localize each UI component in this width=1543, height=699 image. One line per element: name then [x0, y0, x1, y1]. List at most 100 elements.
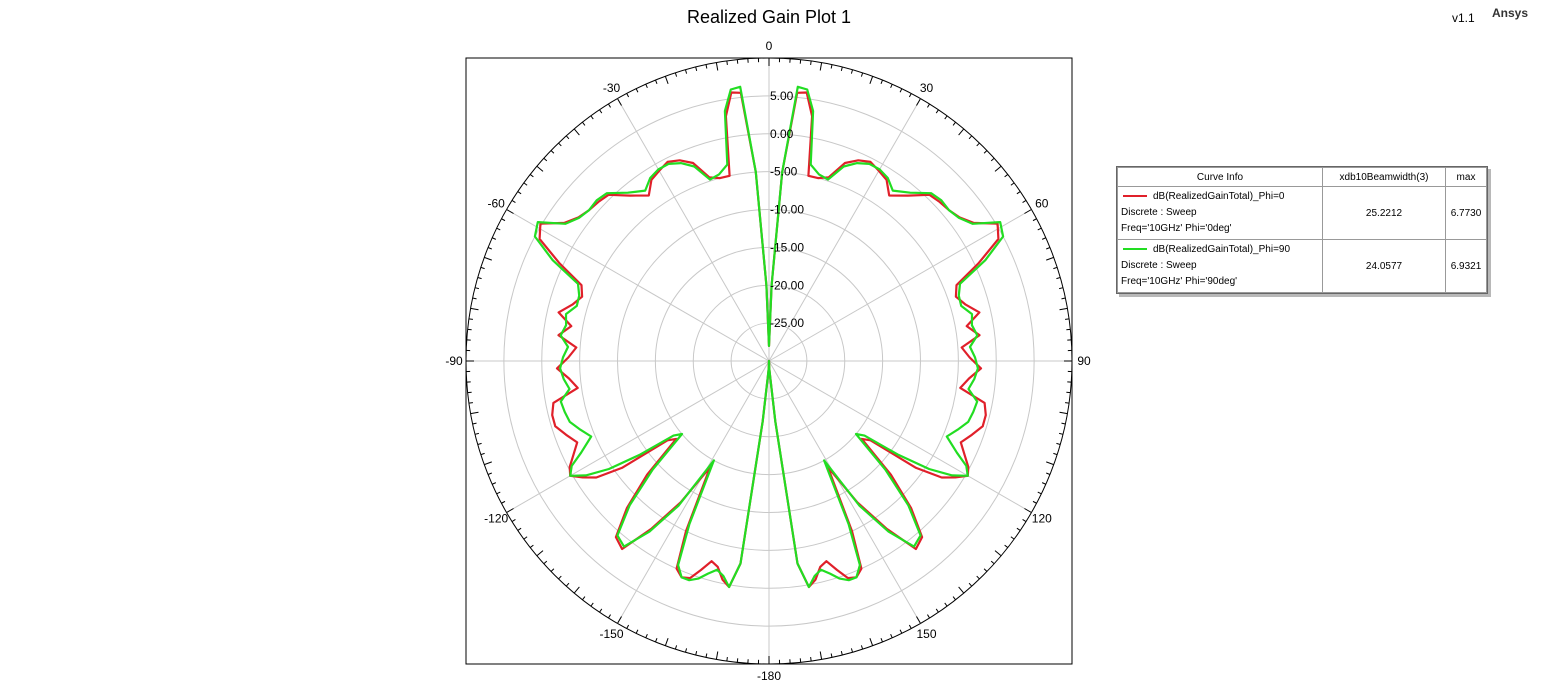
angle-tick [685, 69, 688, 74]
legend-row[interactable]: dB(RealizedGainTotal)_Phi=90 Discrete : … [1117, 239, 1487, 293]
angle-label: -180 [757, 669, 781, 683]
curve-info-legend[interactable]: Curve Info xdb10Beamwidth(3) max dB(Real… [1116, 166, 1488, 294]
angle-tick [715, 651, 719, 660]
angle-tick [1004, 544, 1009, 548]
angle-tick [617, 616, 622, 624]
angle-tick [1032, 500, 1037, 504]
angle-tick [1059, 411, 1068, 415]
angle-tick [1046, 472, 1051, 475]
angle-tick [674, 645, 678, 650]
angle-tick [1046, 461, 1054, 466]
angle-tick [523, 536, 528, 540]
angle-tick [474, 287, 480, 290]
range-label: -25.00 [770, 316, 804, 330]
angle-tick [487, 472, 492, 475]
angle-label: 30 [920, 81, 934, 95]
angle-tick [976, 142, 980, 147]
angle-tick [927, 103, 930, 108]
angle-label: 0 [766, 39, 773, 53]
angle-tick [470, 411, 479, 415]
legend-row[interactable]: dB(RealizedGainTotal)_Phi=0 Discrete : S… [1117, 186, 1487, 240]
legend-header-max: max [1445, 167, 1487, 187]
angle-tick [523, 182, 528, 186]
chart-title: Realized Gain Plot 1 [686, 7, 852, 27]
angle-tick [860, 72, 864, 77]
angle-tick [1016, 191, 1021, 195]
angle-tick [1010, 536, 1015, 540]
angle-tick [1024, 508, 1032, 513]
max-value: 6.9321 [1445, 239, 1487, 293]
angle-tick [685, 648, 688, 653]
angle-tick [705, 653, 708, 658]
angle-tick [1053, 266, 1058, 270]
angle-tick [899, 629, 903, 634]
angle-tick [983, 150, 988, 154]
angle-tick [935, 109, 939, 114]
legend-header-curve-info: Curve Info [1117, 167, 1323, 187]
angle-tick [655, 79, 658, 84]
angle-tick [470, 307, 479, 311]
angle-tick [819, 651, 823, 660]
angle-tick [480, 266, 485, 270]
angle-label: 120 [1032, 512, 1052, 526]
angle-tick [1058, 287, 1064, 290]
angle-tick [890, 83, 893, 89]
angle-tick [810, 657, 812, 662]
series-detail: Discrete : Sweep [1121, 260, 1197, 271]
angle-tick [511, 200, 516, 203]
angle-tick [810, 60, 812, 65]
angle-tick [536, 550, 544, 557]
series-line-1 [533, 85, 1005, 589]
range-label: -15.00 [770, 240, 804, 254]
radial-spoke [768, 360, 921, 624]
angle-tick [1022, 519, 1027, 522]
angle-tick [994, 165, 1002, 172]
radial-spoke [617, 98, 770, 362]
angle-tick [1061, 422, 1066, 425]
angle-tick [617, 98, 622, 106]
angle-tick [958, 128, 965, 136]
angle-tick [1056, 277, 1061, 280]
angle-tick [927, 614, 930, 619]
angle-tick [715, 62, 719, 71]
angle-tick [830, 64, 833, 69]
angle-label: 90 [1077, 354, 1091, 368]
radial-spoke [506, 360, 770, 513]
angle-tick [994, 550, 1002, 557]
angle-tick [484, 256, 492, 261]
angle-tick [506, 209, 514, 214]
angle-tick [599, 608, 603, 613]
angle-tick [1041, 482, 1047, 485]
angle-tick [916, 98, 921, 106]
angle-tick [944, 115, 948, 120]
angle-tick [491, 482, 497, 485]
series-swatch-phi90 [1123, 248, 1147, 251]
angle-tick [1032, 218, 1037, 222]
angle-tick [1058, 432, 1064, 435]
angle-tick [484, 461, 492, 466]
angle-tick [726, 657, 728, 662]
angle-tick [869, 638, 874, 646]
angle-tick [529, 174, 534, 178]
angle-tick [626, 93, 630, 98]
radial-spoke [617, 360, 770, 624]
angle-tick [517, 527, 522, 531]
angle-tick [511, 519, 516, 522]
angle-tick [635, 629, 639, 634]
legend-header-beamwidth: xdb10Beamwidth(3) [1322, 167, 1446, 187]
angle-tick [1004, 174, 1009, 178]
radial-spoke [768, 360, 1032, 513]
angle-tick [477, 277, 482, 280]
radial-spoke [506, 209, 770, 362]
angle-tick [952, 121, 956, 126]
range-label: -10.00 [770, 203, 804, 217]
angle-tick [543, 560, 548, 565]
beamwidth-value: 25.2212 [1322, 186, 1446, 240]
angle-tick [1046, 256, 1054, 261]
angle-tick [850, 648, 853, 653]
angle-tick [655, 638, 658, 643]
angle-tick [976, 575, 980, 580]
radial-spoke [768, 98, 921, 362]
range-label: -20.00 [770, 278, 804, 292]
